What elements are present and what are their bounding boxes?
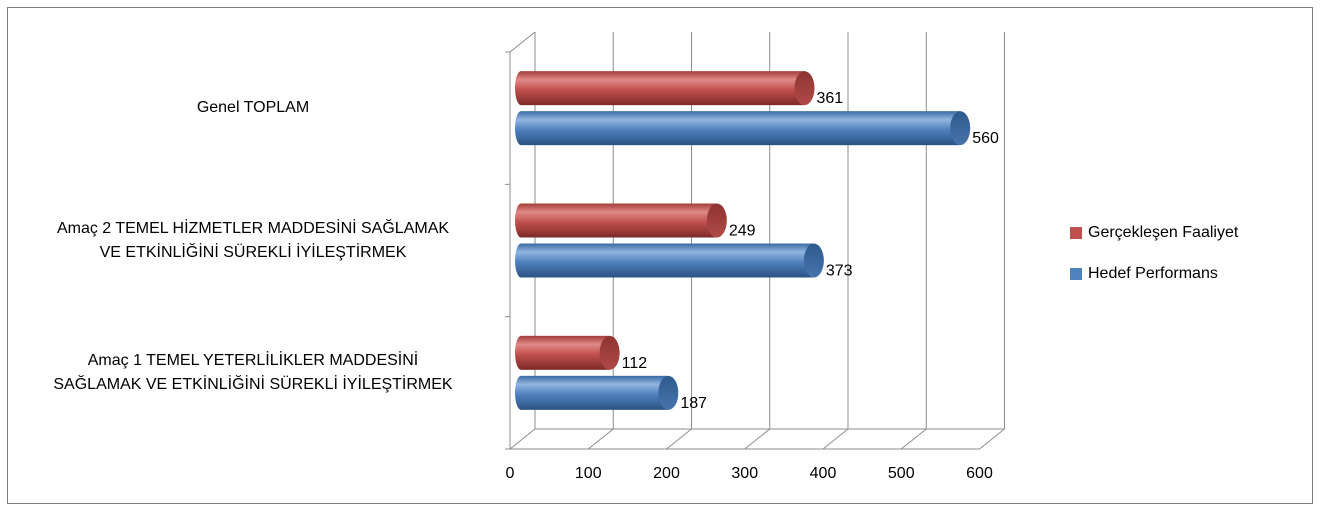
- legend-item-hedef: Hedef Performans: [1070, 265, 1218, 283]
- category-label-line: VE ETKİNLİĞİNİ SÜREKLİ İYİLEŞTİRMEK: [99, 243, 407, 261]
- bar-hedef-1: [515, 243, 824, 278]
- x-tick-label-400: 400: [810, 465, 837, 482]
- floor-line-400: [822, 428, 849, 450]
- data-label-gercek-0: 112: [622, 355, 648, 372]
- legend-label-gercek: Gerçekleşen Faaliyet: [1088, 224, 1239, 241]
- legend-item-gercek: Gerçekleşen Faaliyet: [1070, 224, 1238, 242]
- bars: [515, 71, 971, 410]
- floor-line-300: [744, 428, 771, 450]
- data-label-gercek-2: 361: [816, 90, 843, 107]
- x-tick-label-100: 100: [575, 465, 602, 482]
- x-tick-label-200: 200: [653, 465, 680, 482]
- axes: [505, 31, 1005, 450]
- bar-chart: 112 249 361 187 373 560 0 100 200 300 400 500 600: [505, 31, 1005, 482]
- data-label-gercek-1: 249: [729, 223, 756, 240]
- legend-swatch-blue: [1070, 268, 1082, 280]
- category-label-line: Genel TOPLAM: [196, 99, 310, 117]
- bar-gercek-0: [515, 335, 620, 370]
- x-tick-label-500: 500: [888, 465, 915, 482]
- bar-hedef-0: [515, 375, 679, 410]
- category-label-0: Amaç 1 TEMEL YETERLİLİKLER MADDESİNİ SAĞL…: [18, 349, 488, 397]
- chart-frame: 112 249 361 187 373 560 0 100 200 300 400 500 600 A…: [7, 7, 1313, 504]
- bar-gercek-1: [515, 203, 727, 238]
- x-tick-label-0: 0: [506, 465, 515, 482]
- floor-line-100: [587, 428, 614, 450]
- bar-hedef-2: [515, 111, 971, 146]
- x-tick-label-300: 300: [731, 465, 758, 482]
- floor-line-0: [509, 428, 536, 450]
- legend-label-hedef: Hedef Performans: [1088, 265, 1218, 282]
- category-label-line: Amaç 1 TEMEL YETERLİLİKLER MADDESİNİ: [87, 351, 419, 369]
- bar-gercek-2: [515, 71, 815, 106]
- x-tick-label-600: 600: [966, 465, 993, 482]
- data-labels: 112 249 361 187 373 560: [622, 90, 999, 412]
- x-tick-labels: 0 100 200 300 400 500 600: [506, 465, 993, 482]
- category-label-1: Amaç 2 TEMEL HİZMETLER MADDESİNİ SAĞLAMA…: [18, 217, 488, 265]
- floor-line-500: [900, 428, 927, 450]
- data-label-hedef-2: 560: [972, 130, 999, 147]
- floor-line-600: [979, 428, 1005, 450]
- category-label-2: Genel TOPLAM: [18, 96, 488, 120]
- data-label-hedef-0: 187: [680, 395, 707, 412]
- left-wall-top: [509, 31, 536, 53]
- legend-swatch-red: [1070, 227, 1082, 239]
- category-label-line: SAĞLAMAK VE ETKİNLİĞİNİ SÜREKLİ İYİLEŞTİ…: [53, 375, 453, 393]
- category-label-line: Amaç 2 TEMEL HİZMETLER MADDESİNİ SAĞLAMA…: [56, 219, 450, 237]
- floor-line-200: [666, 428, 692, 450]
- data-label-hedef-1: 373: [826, 263, 853, 280]
